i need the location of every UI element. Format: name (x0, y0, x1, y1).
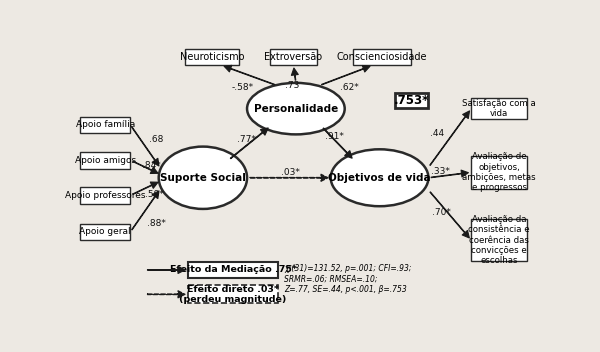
FancyArrowPatch shape (131, 127, 159, 166)
FancyBboxPatch shape (80, 117, 130, 133)
Text: Suporte Social: Suporte Social (160, 173, 246, 183)
FancyArrowPatch shape (224, 65, 275, 85)
FancyArrowPatch shape (133, 182, 158, 194)
Text: .70*: .70* (432, 208, 451, 218)
FancyBboxPatch shape (395, 94, 428, 108)
FancyBboxPatch shape (80, 224, 130, 240)
FancyArrowPatch shape (292, 68, 298, 80)
Ellipse shape (331, 149, 428, 206)
Text: .88*: .88* (147, 219, 166, 228)
Text: Satisfação com a
vida: Satisfação com a vida (462, 99, 536, 118)
Text: Efeito da Mediação .75*: Efeito da Mediação .75* (170, 265, 296, 275)
FancyBboxPatch shape (185, 49, 239, 65)
Ellipse shape (247, 83, 344, 134)
Text: .44: .44 (430, 128, 444, 138)
FancyBboxPatch shape (270, 49, 317, 65)
FancyBboxPatch shape (353, 49, 411, 65)
FancyArrowPatch shape (148, 291, 185, 298)
FancyBboxPatch shape (80, 187, 130, 204)
FancyArrowPatch shape (148, 266, 185, 274)
Text: .62*: .62* (340, 83, 359, 92)
FancyBboxPatch shape (80, 152, 130, 169)
Ellipse shape (158, 146, 247, 209)
FancyArrowPatch shape (430, 111, 470, 165)
FancyArrowPatch shape (131, 191, 159, 230)
FancyArrowPatch shape (323, 128, 352, 158)
FancyArrowPatch shape (431, 170, 469, 178)
Text: Neuroticismo: Neuroticismo (180, 52, 244, 62)
Text: Apoio família: Apoio família (76, 120, 135, 130)
Text: Apoio professores: Apoio professores (65, 191, 145, 200)
FancyArrowPatch shape (230, 128, 268, 159)
FancyBboxPatch shape (471, 219, 527, 261)
Text: Conscienciosidade: Conscienciosidade (337, 52, 427, 62)
Text: .73: .73 (286, 81, 300, 89)
Text: .77*: .77* (236, 135, 256, 144)
Text: .84*: .84* (142, 161, 161, 170)
FancyArrowPatch shape (250, 174, 328, 181)
Text: .91*: .91* (325, 132, 344, 141)
FancyBboxPatch shape (188, 285, 278, 303)
Text: Efeito direto .03*
(perdeu magnitude): Efeito direto .03* (perdeu magnitude) (179, 285, 287, 304)
Text: Avaliação da
consistência e
coerência das
convicções e
escolhas: Avaliação da consistência e coerência da… (468, 215, 530, 265)
Text: χ²(31)=131.52, p=.001; CFI=.93;
SRMR=.06; RMSEA=.10;
Z=.77, SE=.44, p<.001, β=.7: χ²(31)=131.52, p=.001; CFI=.93; SRMR=.06… (284, 264, 412, 294)
FancyBboxPatch shape (471, 156, 527, 189)
FancyArrowPatch shape (133, 161, 158, 174)
FancyBboxPatch shape (471, 98, 527, 119)
Text: Apoio amigos: Apoio amigos (74, 156, 136, 165)
Text: Avaliação de
objetivos,
ambições, metas
e progressos: Avaliação de objetivos, ambições, metas … (462, 152, 536, 193)
FancyArrowPatch shape (430, 192, 469, 238)
Text: Objetivos de vida: Objetivos de vida (328, 173, 431, 183)
Text: .03*: .03* (281, 168, 300, 177)
FancyArrowPatch shape (322, 65, 370, 85)
Text: Personalidade: Personalidade (254, 103, 338, 114)
Text: .59*: .59* (145, 190, 163, 199)
Text: -.58*: -.58* (232, 83, 253, 92)
Text: .753*: .753* (394, 94, 430, 107)
Text: .33*: .33* (431, 167, 449, 176)
Text: Extroversão: Extroversão (265, 52, 323, 62)
Text: Apoio geral: Apoio geral (79, 227, 131, 237)
Text: .68: .68 (149, 135, 164, 144)
FancyBboxPatch shape (188, 262, 278, 278)
